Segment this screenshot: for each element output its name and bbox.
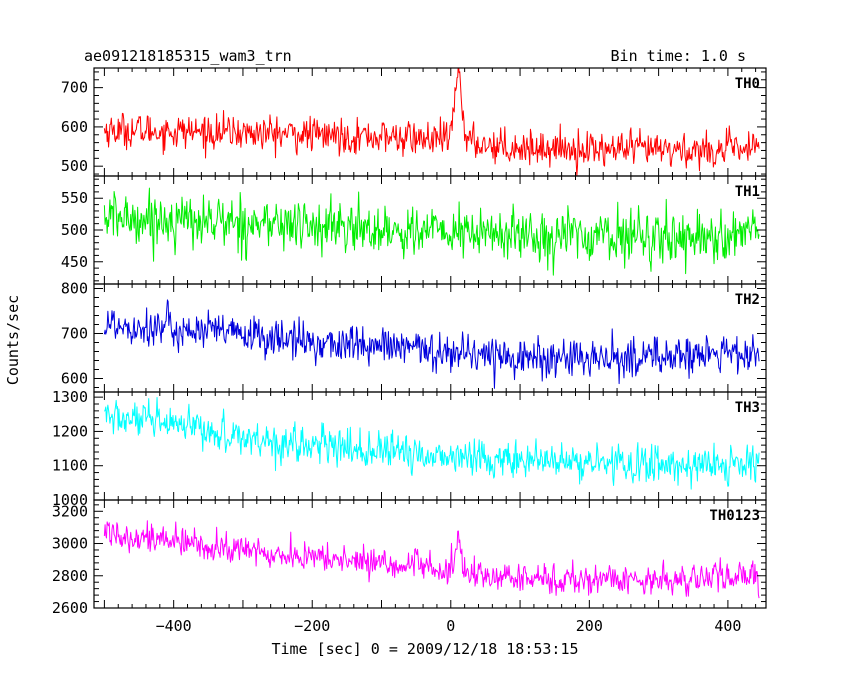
y-tick-label: 700	[61, 79, 88, 97]
y-tick-label: 800	[61, 280, 88, 298]
y-tick-label: 700	[61, 325, 88, 343]
y-tick-label: 2600	[52, 599, 88, 617]
panels-group: 500 600 700 TH0 450 500 550 TH1 600 700 800 TH2 1000…	[52, 67, 767, 635]
panel-th3: 1000 1100 1200 1300 TH3	[52, 388, 767, 509]
y-tick-label: 1200	[52, 422, 88, 440]
panel-frame	[93, 67, 767, 177]
x-axis-title: Time [sec] 0 = 2009/12/18 18:53:15	[271, 640, 578, 658]
panel-label-th0: TH0	[735, 76, 760, 92]
x-tick-label: 0	[446, 617, 455, 635]
panel-label-th1: TH1	[735, 184, 760, 200]
x-tick-label: 400	[714, 617, 741, 635]
y-axis-title: Counts/sec	[4, 295, 22, 385]
panel-label-th0123: TH0123	[709, 508, 760, 524]
series-line-th3	[103, 397, 760, 490]
bin-time-label: Bin time: 1.0 s	[611, 47, 746, 65]
y-tick-label: 600	[61, 118, 88, 136]
y-tick-label: 550	[61, 189, 88, 207]
y-tick-label: 1100	[52, 457, 88, 475]
panel-label-th3: TH3	[735, 400, 760, 416]
panel-th0123: 2600 2800 3000 3200 TH0123	[52, 499, 767, 617]
y-tick-label: 500	[61, 221, 88, 239]
series-line-th2	[103, 299, 760, 389]
panel-frame	[93, 391, 767, 501]
series-line-th1	[103, 187, 760, 276]
panel-th2: 600 700 800 TH2	[61, 280, 767, 393]
x-tick-label: −200	[294, 617, 330, 635]
panel-frame	[93, 499, 767, 609]
series-line-th0	[103, 68, 760, 176]
y-tick-label: 500	[61, 157, 88, 175]
y-tick-label: 2800	[52, 567, 88, 585]
x-tick-label: 200	[576, 617, 603, 635]
panel-th1: 450 500 550 TH1	[61, 175, 767, 285]
y-tick-label: 3200	[52, 502, 88, 520]
y-tick-label: 450	[61, 253, 88, 271]
panel-th0: 500 600 700 TH0	[61, 67, 767, 177]
observation-title: ae091218185315_wam3_trn	[84, 47, 292, 65]
y-tick-label: 600	[61, 370, 88, 388]
y-tick-label: 3000	[52, 535, 88, 553]
series-line-th0123	[103, 520, 760, 599]
y-tick-label: 1000	[52, 491, 88, 509]
y-tick-label: 1300	[52, 388, 88, 406]
x-tick-label: −400	[156, 617, 192, 635]
panel-label-th2: TH2	[735, 292, 760, 308]
